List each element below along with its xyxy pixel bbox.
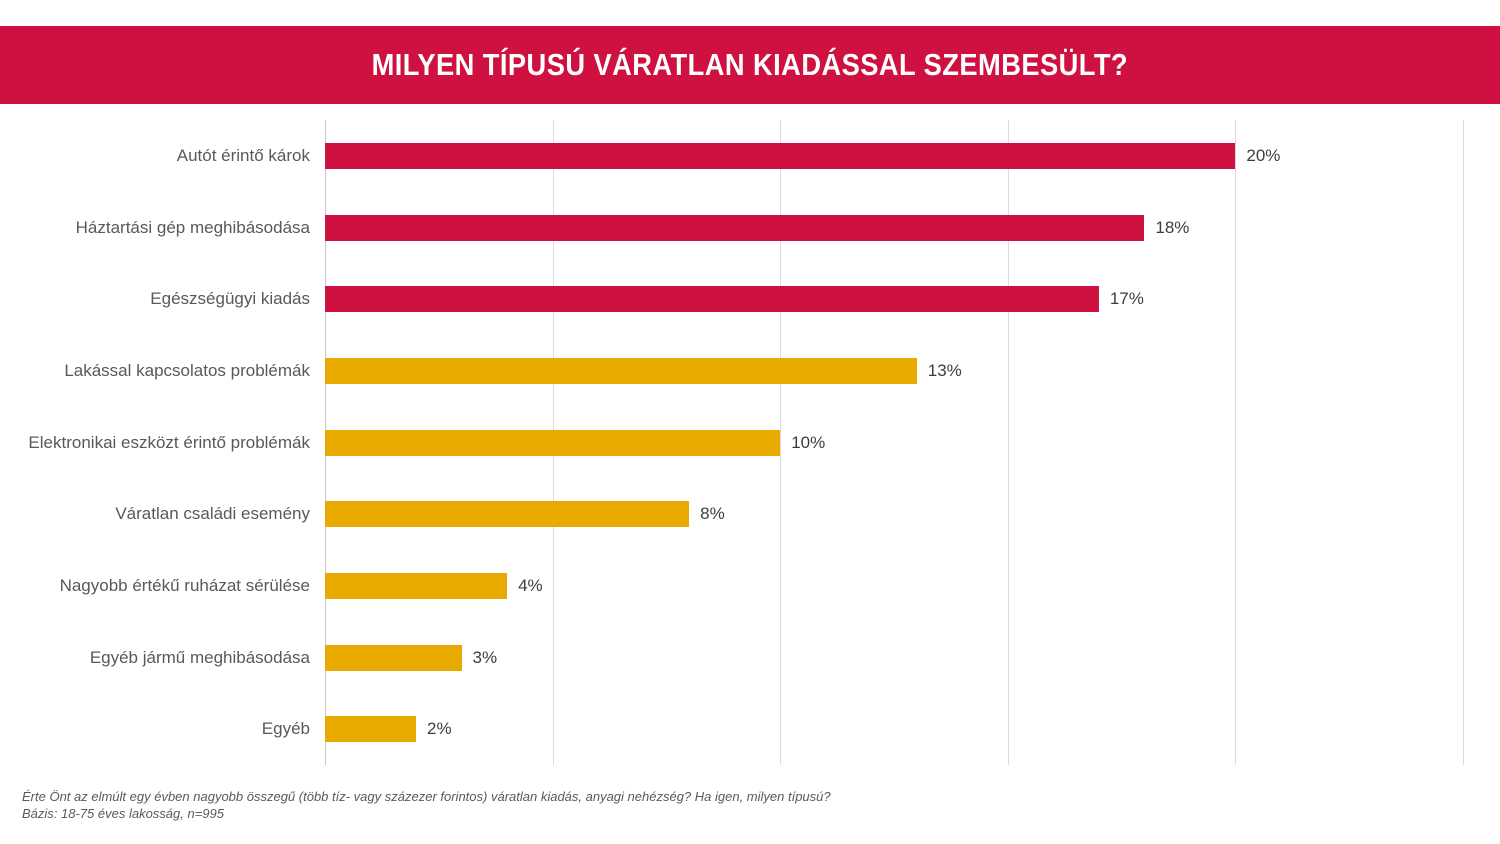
chart-row: Elektronikai eszközt érintő problémák 10% xyxy=(0,407,1500,479)
bar-segment xyxy=(325,429,781,456)
bar-track: 3% xyxy=(325,622,1463,694)
bar-track: 8% xyxy=(325,478,1463,550)
bar-track: 2% xyxy=(325,693,1463,765)
value-label: 2% xyxy=(427,719,452,739)
bar-segment xyxy=(325,644,462,671)
category-label: Nagyobb értékű ruházat sérülése xyxy=(59,576,310,596)
bar-track: 13% xyxy=(325,335,1463,407)
footnote-base: Bázis: 18-75 éves lakosság, n=995 xyxy=(22,806,224,821)
value-label: 8% xyxy=(700,504,725,524)
bar-track: 20% xyxy=(325,120,1463,192)
bar-track: 4% xyxy=(325,550,1463,622)
value-label: 20% xyxy=(1246,145,1281,165)
chart-row: Autót érintő károk 20% xyxy=(0,120,1500,192)
category-label: Váratlan családi esemény xyxy=(115,504,310,524)
gridline-10pct xyxy=(780,120,782,765)
value-label: 13% xyxy=(927,360,962,380)
page-title: MILYEN TÍPUSÚ VÁRATLAN KIADÁSSAL SZEMBES… xyxy=(371,47,1129,82)
bar-segment xyxy=(325,572,508,599)
chart-rows: Autót érintő károk 20% Háztartási gép megh… xyxy=(0,120,1500,765)
gridline-15pct xyxy=(1007,120,1009,765)
category-label: Egyéb jármű meghibásodása xyxy=(89,647,310,667)
gridline-20pct xyxy=(1235,120,1237,765)
chart-row: Váratlan családi esemény 8% xyxy=(0,478,1500,550)
value-label: 17% xyxy=(1109,289,1144,309)
value-label: 18% xyxy=(1155,217,1190,237)
footnote: Érte Önt az elmúlt egy évben nagyobb öss… xyxy=(22,788,831,822)
chart-row: Háztartási gép meghibásodása 18% xyxy=(0,192,1500,264)
chart-row: Lakással kapcsolatos problémák 13% xyxy=(0,335,1500,407)
category-label: Egészségügyi kiadás xyxy=(150,289,310,309)
chart-row: Egyéb jármű meghibásodása 3% xyxy=(0,622,1500,694)
value-label: 4% xyxy=(518,575,543,595)
category-label: Lakással kapcsolatos problémák xyxy=(64,361,310,381)
chart-row: Egyéb 2% xyxy=(0,693,1500,765)
gridline-25pct xyxy=(1463,120,1464,765)
value-label: 3% xyxy=(472,647,498,667)
footnote-question: Érte Önt az elmúlt egy évben nagyobb öss… xyxy=(22,789,831,804)
category-label: Egyéb xyxy=(261,719,310,739)
bar-chart: Autót érintő károk 20% Háztartási gép megh… xyxy=(0,120,1500,765)
bar-track: 10% xyxy=(325,407,1463,479)
bar-segment xyxy=(325,214,1145,241)
chart-row: Nagyobb értékű ruházat sérülése 4% xyxy=(0,550,1500,622)
bar-segment xyxy=(325,357,917,384)
title-banner: MILYEN TÍPUSÚ VÁRATLAN KIADÁSSAL SZEMBES… xyxy=(0,26,1500,104)
category-label: Háztartási gép meghibásodása xyxy=(75,217,310,237)
bar-segment xyxy=(325,286,1099,313)
category-label: Autót érintő károk xyxy=(176,146,310,166)
value-label: 10% xyxy=(791,432,826,452)
category-label: Elektronikai eszközt érintő problémák xyxy=(28,432,310,452)
bar-track: 18% xyxy=(325,192,1463,264)
bar-track: 17% xyxy=(325,263,1463,335)
bar-segment xyxy=(325,716,417,743)
bar-segment xyxy=(325,142,1236,169)
chart-row: Egészségügyi kiadás 17% xyxy=(0,263,1500,335)
bar-segment xyxy=(325,501,690,528)
